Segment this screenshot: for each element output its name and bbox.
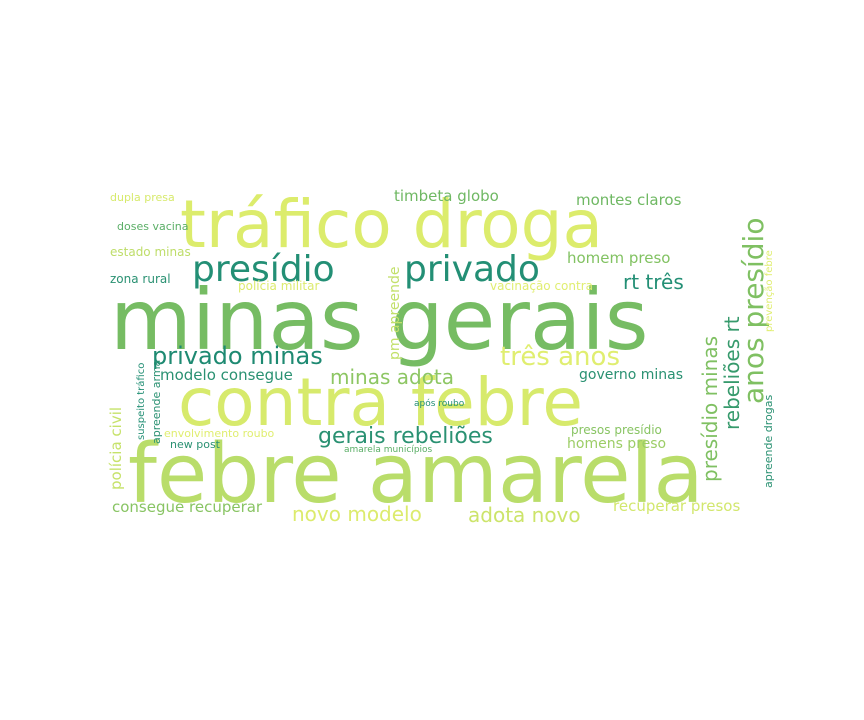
word-governo-minas: governo minas [579,367,684,383]
word-apos-roubo: após roubo [414,399,465,409]
word-homens-preso: homens preso [567,436,667,452]
word-zona-rural: zona rural [110,272,171,286]
word-gerais-rebelioes: gerais rebeliões [318,424,493,449]
word-minas-adota: minas adota [330,365,455,389]
word-policia-militar: polícia militar [238,279,320,293]
word-vacinacao-contra: vacinação contra [490,279,593,293]
word-timbeta-globo: timbeta globo [394,187,499,205]
word-privado: privado [404,249,540,290]
word-presidio-minas: presídio minas [698,336,722,482]
word-consegue-recuperar: consegue recuperar [112,498,263,516]
word-contra-febre: contra febre [178,364,583,441]
word-doses-vacina: doses vacina [117,220,189,233]
word-prevencao-febre: prevenção febre [764,250,775,332]
word-apreende-arma: apreende arma [150,359,163,444]
word-novo-modelo: novo modelo [292,502,422,526]
word-presos-presidio: presos presídio [571,423,662,437]
word-minas-gerais: minas gerais [110,271,649,369]
word-rebelioes-rt: rebeliões rt [720,316,744,430]
word-privado-minas: privado minas [152,342,323,370]
word-modelo-consegue: modelo consegue [160,366,293,384]
word-adota-novo: adota novo [468,503,581,527]
word-cloud-canvas [108,187,776,525]
word-suspeito-trafico: suspeito tráfico [136,362,147,440]
word-rt-tres: rt três [623,270,684,294]
word-envolvimento-roubo: envolvimento roubo [164,427,275,440]
word-febre-amarela: febre amarela [128,427,704,522]
word-presidio: presídio [192,249,335,290]
word-estado-minas: estado minas [110,245,191,259]
word-dupla-presa: dupla presa [110,191,175,204]
word-amarela-municipios: amarela municípios [344,445,433,455]
word-policia-civil: polícia civil [107,406,125,490]
word-recuperar-presos: recuperar presos [613,497,741,515]
word-apreende-drogas: apreende drogas [762,394,775,488]
word-tres-anos: três anos [500,342,620,372]
word-pm-apreende: pm apreende [387,266,403,361]
word-trafico-droga: tráfico droga [180,186,603,263]
word-homem-preso: homem preso [567,249,671,267]
word-montes-claros: montes claros [576,191,682,209]
word-new-post: new post [170,438,220,451]
